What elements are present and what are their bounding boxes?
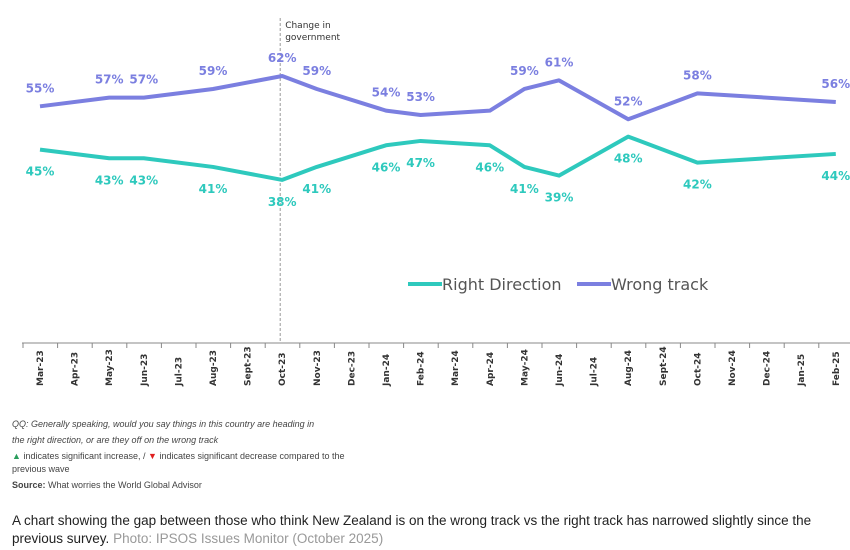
x-tick-label: Feb-24	[417, 351, 427, 386]
data-label: 55%	[26, 81, 55, 95]
annotation-label: Change in	[285, 21, 331, 31]
x-tick-label: Jul-23	[174, 357, 184, 387]
question-text-2: the right direction, or are they off on …	[12, 435, 219, 445]
x-tick-label: Oct-23	[278, 352, 288, 386]
data-label: 41%	[510, 182, 539, 196]
data-label: 41%	[302, 182, 331, 196]
data-label: 43%	[129, 173, 158, 187]
x-tick-label: Jan-25	[797, 354, 807, 387]
x-tick-label: Apr-24	[486, 352, 496, 386]
legend-label: Right Direction	[442, 275, 562, 294]
data-label: 46%	[372, 160, 401, 174]
data-label: 62%	[268, 51, 297, 65]
data-label: 46%	[475, 160, 504, 174]
data-label: 45%	[26, 165, 55, 179]
data-label: 54%	[372, 86, 401, 100]
x-tick-label: Dec-23	[347, 351, 357, 386]
data-label: 44%	[821, 169, 850, 183]
data-label: 61%	[545, 55, 574, 69]
x-tick-label: Nov-23	[313, 350, 323, 386]
x-tick-label: May-24	[520, 349, 530, 386]
x-tick-label: Jan-24	[382, 354, 392, 387]
series-line-right-direction	[39, 134, 836, 182]
data-label: 52%	[614, 94, 643, 108]
x-tick-label: Aug-23	[209, 350, 219, 386]
data-label: 59%	[199, 64, 228, 78]
x-tick-label: Aug-24	[624, 350, 634, 386]
data-label: 57%	[95, 73, 124, 87]
x-tick-label: Jun-23	[140, 354, 150, 387]
source-note: Source: What worries the World Global Ad…	[12, 480, 202, 490]
data-label: 58%	[683, 68, 712, 82]
data-label: 42%	[683, 178, 712, 192]
x-tick-label: Mar-23	[36, 350, 46, 386]
x-tick-label: Sept-24	[659, 346, 669, 386]
data-label: 41%	[199, 182, 228, 196]
photo-credit: Photo: IPSOS Issues Monitor (October 202…	[113, 531, 384, 546]
down-triangle-icon: ▼	[148, 451, 157, 461]
x-tick-label: Jul-24	[590, 357, 600, 387]
x-tick-label: Oct-24	[693, 352, 703, 386]
data-label: 43%	[95, 173, 124, 187]
x-tick-label: Mar-24	[451, 350, 461, 386]
x-tick-label: Apr-23	[71, 352, 81, 386]
data-label: 59%	[510, 64, 539, 78]
line-chart: Mar-23 Apr-23 May-23 Jun-23 Jul-23 Aug-23 Sept…	[22, 18, 850, 387]
significance-note: ▲ indicates significant increase, / ▼ in…	[12, 451, 345, 474]
data-label: 38%	[268, 195, 297, 209]
x-tick-label: Feb-25	[832, 351, 842, 386]
figure-caption: A chart showing the gap between those wh…	[12, 513, 812, 546]
question-text: QQ: Generally speaking, would you say th…	[12, 419, 315, 429]
legend-label: Wrong track	[611, 275, 709, 294]
up-triangle-icon: ▲	[12, 451, 21, 461]
annotation-label: government	[285, 33, 340, 43]
data-label: 56%	[821, 77, 850, 91]
x-tick-label: Jun-24	[555, 354, 565, 387]
data-label: 59%	[302, 64, 331, 78]
series-line-wrong-track	[39, 74, 836, 122]
data-label: 47%	[406, 156, 435, 170]
data-label: 48%	[614, 152, 643, 166]
data-label: 57%	[129, 73, 158, 87]
data-label: 53%	[406, 90, 435, 104]
x-tick-label: Dec-24	[763, 351, 773, 386]
x-tick-label: May-23	[105, 349, 115, 386]
x-tick-label: Sept-23	[244, 346, 254, 386]
x-tick-label: Nov-24	[728, 350, 738, 386]
data-label: 39%	[545, 191, 574, 205]
